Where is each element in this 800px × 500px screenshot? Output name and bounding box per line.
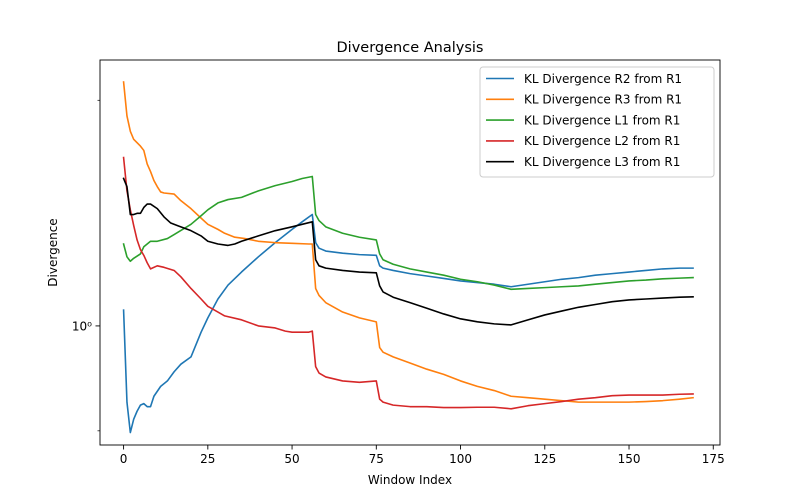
x-axis: 0 25 50 75 100 125 150 175	[120, 445, 725, 466]
x-tick-label: 25	[200, 452, 215, 466]
y-tick-label: 10⁰	[72, 319, 92, 333]
x-tick-label: 100	[449, 452, 472, 466]
legend-label-3: KL Divergence L1 from R1	[524, 113, 680, 127]
series-line-1	[122, 213, 694, 434]
x-axis-label: Window Index	[368, 473, 452, 487]
series-line-2	[122, 81, 694, 403]
series-line-3	[122, 175, 694, 291]
x-tick-label: 75	[369, 452, 384, 466]
x-tick-label: 175	[702, 452, 725, 466]
series-line-5	[122, 177, 694, 326]
x-tick-label: 50	[284, 452, 299, 466]
y-axis-label: Divergence	[46, 218, 60, 286]
legend: KL Divergence R2 from R1 KL Divergence R3…	[479, 66, 715, 178]
legend-label-1: KL Divergence R2 from R1	[524, 72, 682, 86]
legend-box	[479, 66, 715, 178]
y-axis: 10⁰	[72, 99, 100, 432]
legend-label-4: KL Divergence L2 from R1	[524, 134, 680, 148]
x-tick-label: 0	[120, 452, 128, 466]
legend-label-2: KL Divergence R3 from R1	[524, 93, 682, 107]
plot-frame	[99, 59, 721, 446]
legend-label-5: KL Divergence L3 from R1	[524, 155, 680, 169]
x-tick-label: 125	[533, 452, 556, 466]
chart-title: Divergence Analysis	[337, 40, 484, 56]
x-tick-label: 150	[618, 452, 641, 466]
series-line-4	[122, 156, 694, 410]
plot-lines	[122, 81, 694, 434]
